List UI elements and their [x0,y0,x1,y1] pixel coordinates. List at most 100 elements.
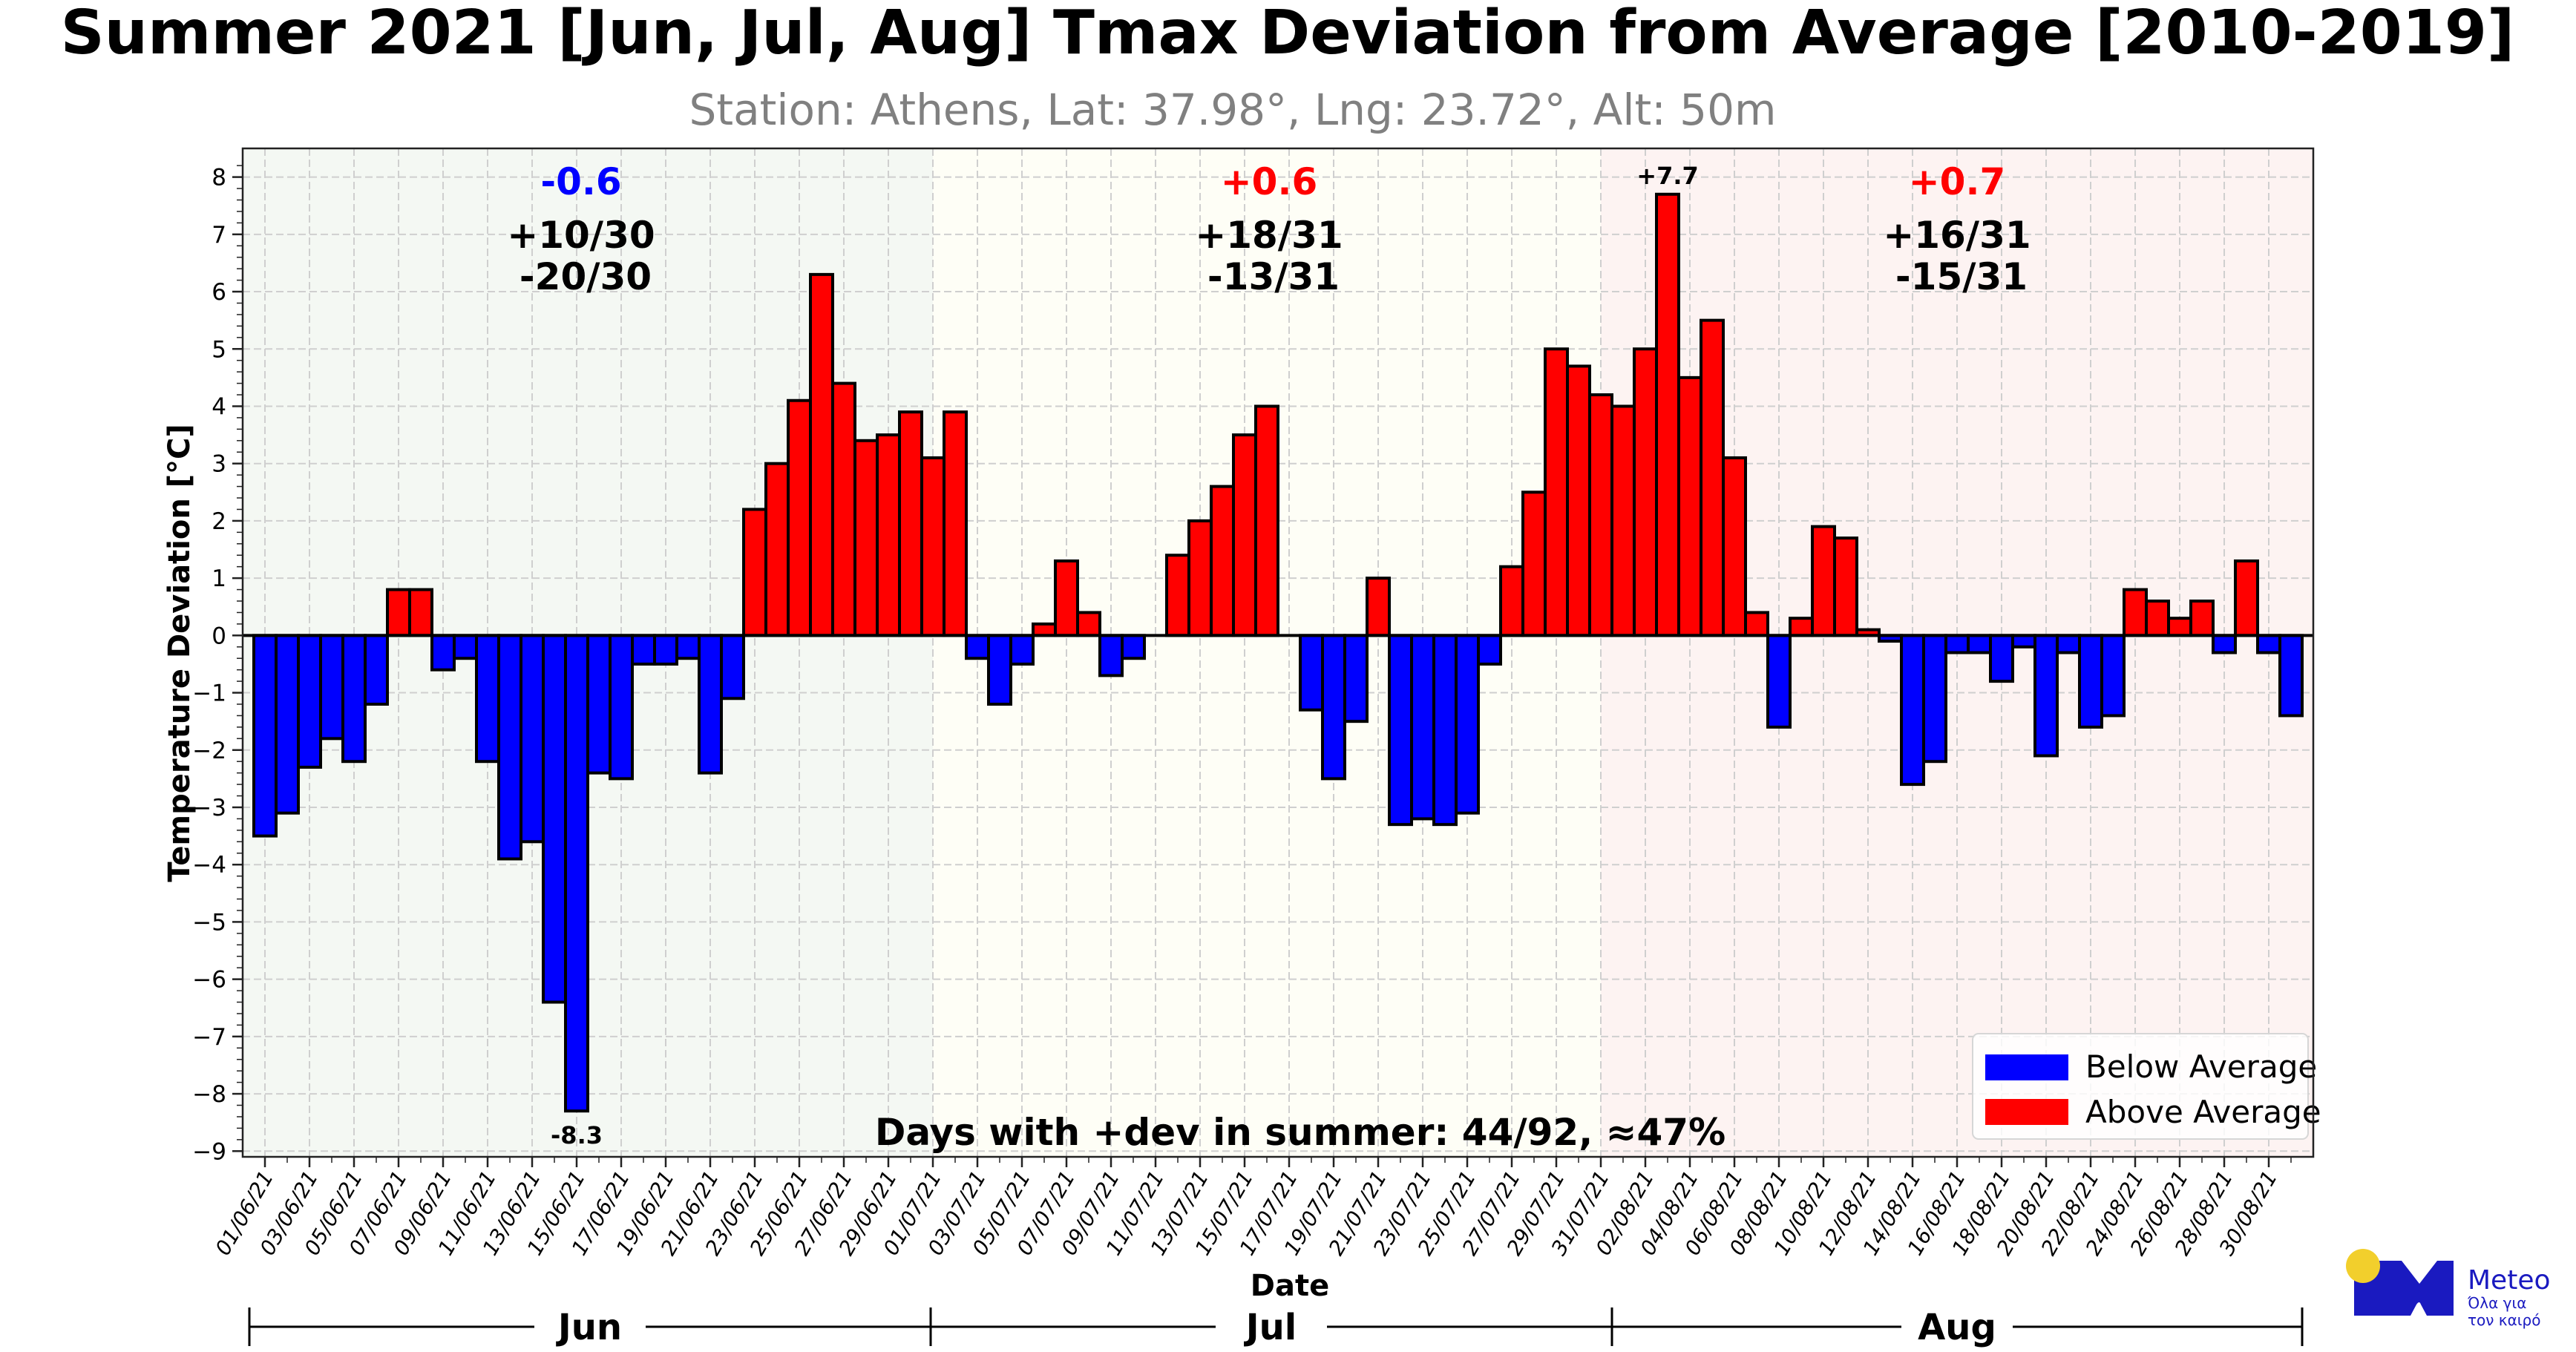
month-plus-count-jun: +10/30 [507,214,655,257]
bar-10-08-21 [1811,525,1836,637]
bar-16-08-21 [1944,634,1970,654]
y-tick-label: −6 [192,967,226,994]
bar-12-07-21 [1165,554,1190,637]
bar-14-08-21 [1900,634,1925,787]
bar-08-07-21 [1076,611,1101,637]
bar-04-07-21 [987,634,1012,706]
bar-25-06-21 [787,398,812,637]
y-tick-label: −5 [192,909,226,936]
month-minus-count-jul: -13/31 [1207,255,1340,298]
chart-title: Summer 2021 [Jun, Jul, Aug] Tmax Deviati… [61,0,2515,68]
bar-15-08-21 [1922,634,1947,764]
y-tick-label: −7 [192,1024,226,1051]
bar-02-06-21 [275,634,300,815]
y-tick-label: −4 [192,852,226,879]
bar-29-06-21 [876,433,901,637]
chart-subtitle: Station: Athens, Lat: 37.98°, Lng: 23.72… [689,85,1777,135]
bar-23-08-21 [2100,634,2126,718]
bar-07-06-21 [386,588,411,637]
month-annotations: -0.6 +10/30-20/30 +0.6 +18/31-13/31 +0.7 +16/… [507,160,2031,298]
y-tick-label: 8 [212,165,226,191]
bar-22-08-21 [2078,634,2103,729]
bar-11-08-21 [1833,536,1858,637]
bar-28-06-21 [853,439,879,637]
summary-annotation: Days with +dev in summer: 44/92, ≈47% [875,1111,1725,1154]
bar-06-06-21 [364,634,389,706]
bar-26-06-21 [809,272,834,637]
bars [252,192,2304,1113]
bar-10-06-21 [453,634,478,660]
y-axis: 8 7 6 5 4 3 2 1 0 −1 −2 −3 −4 −5 −6 −7 −8 −9 [192,165,243,1165]
bar-30-08-21 [2256,634,2281,654]
logo-sun-icon [2346,1249,2380,1283]
bar-07-08-21 [1744,611,1769,637]
bar-31-07-21 [1588,393,1613,637]
y-tick-label: 6 [212,279,226,306]
y-tick-label: 7 [212,222,226,249]
bar-05-07-21 [1009,634,1035,666]
bar-01-07-21 [920,456,945,637]
logo-brand: Meteo [2468,1265,2551,1296]
bar-23-06-21 [742,508,767,637]
bar-15-07-21 [1232,433,1257,637]
month-brackets: Jun Jul Aug [248,1307,2304,1348]
month-mean-jun: -0.6 [540,160,621,203]
bar-17-06-21 [609,634,634,781]
plot-area: -0.6 +10/30-20/30 +0.6 +18/31-13/31 +0.7 +16/… [241,147,2321,1158]
legend-label-above: Above Average [2085,1094,2321,1130]
bar-07-07-21 [1054,559,1079,637]
logo-m-icon [2354,1261,2454,1316]
bar-22-07-21 [1388,634,1413,827]
legend-swatch-below [1985,1054,2068,1080]
bar-21-08-21 [2056,634,2081,654]
bar-02-08-21 [1633,347,1658,637]
month-bracket-label-jun: Jun [556,1307,622,1348]
y-axis-label: Temperature Deviation [°C] [163,424,197,882]
bar-01-08-21 [1610,404,1636,637]
bar-08-08-21 [1766,634,1792,729]
bar-20-08-21 [2033,634,2059,758]
bar-27-06-21 [831,381,856,637]
bar-06-08-21 [1722,456,1747,637]
bar-09-08-21 [1789,617,1814,637]
bar-22-06-21 [720,634,745,700]
y-tick-label: 4 [212,393,226,420]
y-tick-label: 3 [212,451,226,478]
bar-05-08-21 [1700,318,1725,637]
month-mean-jul: +0.6 [1221,160,1317,203]
bar-24-08-21 [2123,588,2148,637]
bar-20-06-21 [675,634,701,660]
min-value-label: -8.3 [551,1121,603,1149]
bar-29-08-21 [2234,559,2259,637]
bar-18-06-21 [631,634,656,666]
bar-03-08-21 [1655,192,1680,637]
bar-15-06-21 [564,634,589,1113]
bar-19-08-21 [2011,634,2036,649]
y-tick-label: 0 [212,623,226,649]
bar-31-08-21 [2278,634,2304,718]
y-tick-label: 1 [212,565,226,592]
bar-08-06-21 [408,588,433,637]
bar-19-07-21 [1321,634,1346,781]
y-tick-label: 5 [212,336,226,363]
bar-14-06-21 [542,634,567,1004]
bar-25-08-21 [2145,600,2170,637]
bar-11-06-21 [475,634,500,764]
bar-04-06-21 [319,634,344,741]
bar-25-07-21 [1455,634,1480,815]
max-value-label: +7.7 [1636,162,1699,190]
bar-19-06-21 [653,634,678,666]
legend: Below Average Above Average [1972,1033,2321,1140]
bar-16-06-21 [586,634,612,775]
legend-swatch-above [1985,1099,2068,1125]
bar-27-07-21 [1499,565,1524,637]
bar-26-07-21 [1477,634,1502,666]
y-tick-label: −3 [192,795,226,821]
month-plus-count-jul: +18/31 [1195,214,1343,257]
bar-30-06-21 [898,410,923,637]
bar-29-07-21 [1544,347,1569,637]
bar-30-07-21 [1566,364,1591,637]
bar-09-07-21 [1098,634,1124,677]
month-mean-aug: +0.7 [1909,160,2005,203]
bar-20-07-21 [1343,634,1369,723]
